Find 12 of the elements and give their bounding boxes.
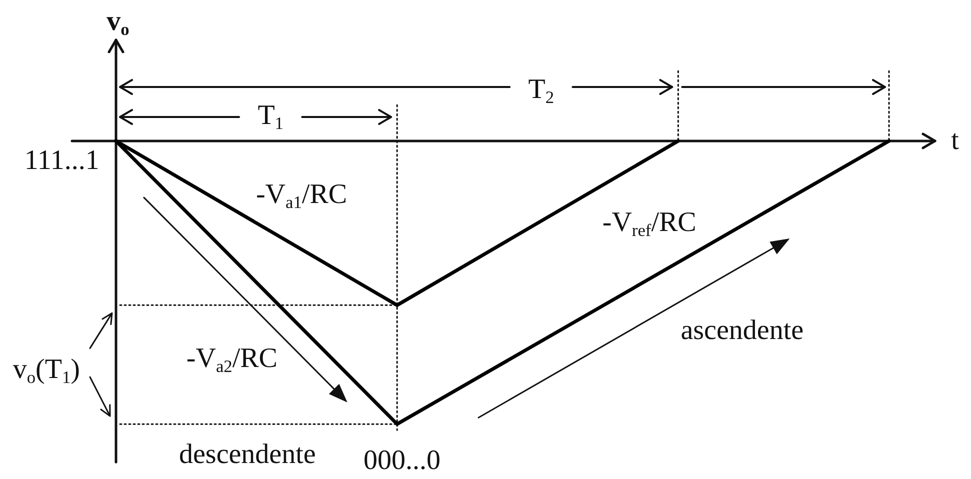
annotation: -V$_{a1}$/RC	[256, 178, 348, 212]
annotation: ascendente	[680, 314, 804, 346]
text: T$_{2}$	[528, 74, 554, 107]
annotation: -V$_{ref}$/RC	[602, 207, 696, 240]
annotation: v$_{o}$(T$_{1}$)	[12, 354, 80, 388]
text: 000...0	[364, 444, 440, 476]
annotation: -V$_{a2}$/RC	[186, 342, 278, 376]
y-axis-title: v$_{o}$	[106, 6, 130, 39]
annotation: 111...1	[24, 144, 100, 176]
text: T$_{1}$	[258, 100, 284, 132]
x-axis-title: t	[951, 124, 959, 156]
text: descendente	[178, 439, 316, 470]
